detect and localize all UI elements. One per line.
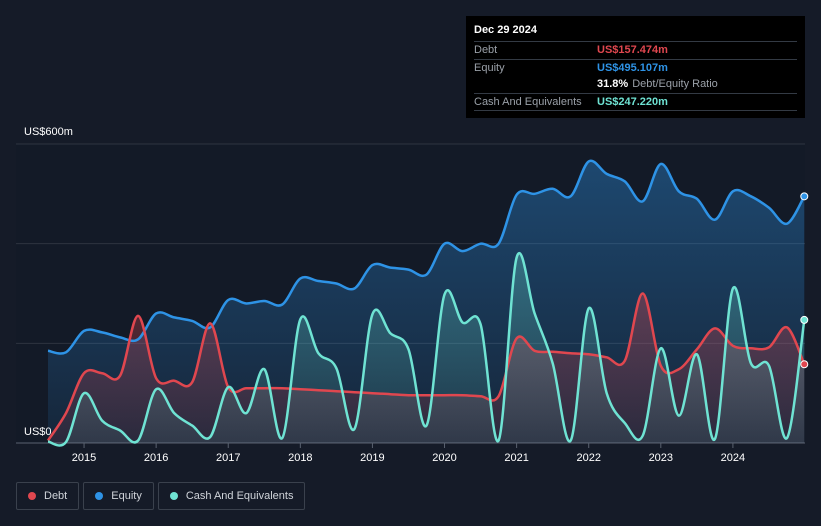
x-tick-label-2020: 2020 bbox=[432, 452, 456, 464]
cash-and-equivalents-line bbox=[47, 252, 806, 447]
x-tick-label-2017: 2017 bbox=[216, 452, 240, 464]
legend-debt-label: Debt bbox=[44, 490, 68, 502]
legend-item-debt[interactable]: Debt bbox=[16, 482, 80, 510]
debt-end-point bbox=[800, 360, 809, 369]
debt-dot-icon bbox=[28, 492, 36, 500]
tooltip-row-debt: Debt US$157.474m bbox=[474, 41, 797, 59]
legend-equity-label: Equity bbox=[111, 490, 142, 502]
equity-end-point bbox=[800, 192, 809, 201]
cash-and-equivalents-area bbox=[48, 253, 805, 446]
equity-line bbox=[47, 159, 806, 355]
series-lines bbox=[46, 159, 806, 447]
x-tick-label-2016: 2016 bbox=[144, 452, 168, 464]
x-tick-label-2018: 2018 bbox=[288, 452, 312, 464]
x-tick-label-2019: 2019 bbox=[360, 452, 384, 464]
tooltip-row-ratio: 31.8% Debt/Equity Ratio bbox=[474, 76, 797, 93]
tooltip-debt-value: US$157.474m bbox=[597, 44, 668, 57]
tooltip-cash-label: Cash And Equivalents bbox=[474, 95, 582, 108]
legend-item-equity[interactable]: Equity bbox=[83, 482, 154, 510]
tooltip-date: Dec 29 2024 bbox=[474, 24, 537, 36]
tooltip-cash-value: US$247.220m bbox=[597, 95, 668, 108]
data-tooltip: Dec 29 2024 Debt US$157.474m Equity US$4… bbox=[466, 16, 805, 118]
tooltip-equity-value: US$495.107m bbox=[597, 61, 668, 74]
x-axis-ticks: 2015 2016 2017 2018 2019 2020 2021 2022 2023 2024 bbox=[72, 443, 745, 464]
tooltip-ratio-value: 31.8% bbox=[597, 78, 629, 91]
tooltip-row-cash: Cash And Equivalents US$247.220m bbox=[474, 92, 797, 111]
y-axis-bottom-label: US$0 bbox=[24, 426, 52, 438]
x-tick-label-2022: 2022 bbox=[576, 452, 600, 464]
tooltip-debt-label: Debt bbox=[474, 44, 498, 57]
cash-dot-icon bbox=[169, 492, 178, 500]
equity-dot-icon bbox=[95, 492, 104, 500]
series-end-markers bbox=[800, 192, 809, 369]
legend-cash-label: Cash And Equivalents bbox=[185, 490, 294, 502]
y-axis-top-label: US$600m bbox=[24, 126, 73, 138]
x-tick-label-2015: 2015 bbox=[72, 452, 96, 464]
series-areas bbox=[48, 160, 805, 446]
x-tick-label-2021: 2021 bbox=[504, 452, 528, 464]
legend-item-cash[interactable]: Cash And Equivalents bbox=[157, 482, 306, 510]
debt-line bbox=[46, 292, 806, 442]
x-tick-label-2024: 2024 bbox=[721, 452, 745, 464]
tooltip-ratio-caption: Debt/Equity Ratio bbox=[632, 78, 718, 91]
x-tick-label-2023: 2023 bbox=[649, 452, 673, 464]
tooltip-equity-label: Equity bbox=[474, 61, 505, 74]
cash-and-equivalents-end-point bbox=[800, 315, 809, 324]
tooltip-row-equity: Equity US$495.107m bbox=[474, 58, 797, 77]
chart-legend: Debt Equity Cash And Equivalents bbox=[16, 482, 306, 510]
